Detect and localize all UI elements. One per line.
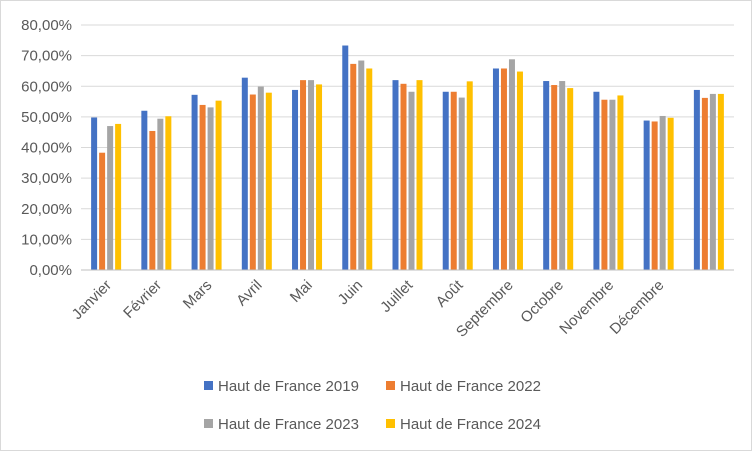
bar [701, 97, 708, 270]
bar [99, 152, 106, 270]
bar [667, 117, 674, 270]
legend-swatch [386, 381, 395, 390]
x-tick-label: Juin [335, 277, 366, 308]
bar [717, 93, 724, 270]
bar [199, 104, 206, 271]
bar [342, 45, 349, 270]
y-tick-label: 70,00% [21, 48, 72, 65]
y-axis-tick-labels: 0,00% 10,00% 20,00% 30,00% 40,00% 50,00% 60,00… [21, 17, 72, 279]
bar [601, 99, 608, 270]
bar [308, 80, 315, 271]
bar [659, 115, 666, 271]
bar [392, 80, 399, 271]
bar [115, 123, 122, 270]
bar [516, 71, 523, 270]
y-tick-label: 50,00% [21, 109, 72, 126]
legend-swatch [386, 419, 395, 428]
bar [609, 99, 616, 270]
bar [508, 59, 515, 270]
bar [316, 84, 323, 270]
bar [500, 68, 507, 271]
bar [408, 91, 415, 270]
bar [358, 60, 365, 270]
bar [693, 89, 700, 271]
x-tick-label: Mai [287, 277, 316, 306]
bar [91, 117, 98, 271]
bar [157, 118, 164, 271]
x-tick-label: Mars [180, 277, 216, 313]
gridlines [81, 24, 734, 240]
y-tick-label: 10,00% [21, 231, 72, 248]
bar [567, 88, 574, 270]
legend-label: Haut de France 2019 [218, 378, 359, 395]
bar [257, 86, 264, 270]
bar [416, 80, 423, 271]
legend-label: Haut de France 2024 [400, 416, 541, 433]
bar [241, 77, 248, 271]
bar [292, 89, 299, 271]
x-tick-label: Août [433, 276, 467, 310]
bar [265, 92, 272, 271]
y-tick-label: 30,00% [21, 170, 72, 187]
bar [593, 91, 600, 270]
bar [709, 93, 716, 270]
bar [442, 91, 449, 270]
bar [191, 94, 198, 270]
bar [492, 68, 499, 271]
bar [651, 121, 658, 270]
bar [551, 85, 558, 270]
bar [617, 95, 624, 270]
legend-swatch [204, 419, 213, 428]
bar [350, 63, 357, 270]
legend-label: Haut de France 2023 [218, 416, 359, 433]
bar [165, 116, 172, 270]
bar [215, 100, 222, 270]
legend-label: Haut de France 2022 [400, 378, 541, 395]
bar [559, 81, 566, 270]
x-tick-label: Avril [233, 277, 265, 309]
x-tick-label: Février [120, 277, 165, 322]
y-tick-label: 60,00% [21, 78, 72, 95]
bar [458, 97, 465, 270]
bars [91, 45, 724, 271]
bar [249, 94, 256, 271]
y-tick-label: 0,00% [29, 262, 72, 279]
bar [300, 80, 307, 271]
bar [141, 110, 148, 270]
bar [466, 81, 473, 270]
x-tick-label: Octobre [517, 277, 567, 327]
x-tick-label: Juillet [377, 276, 417, 316]
x-tick-label: Décembre [607, 277, 668, 338]
y-tick-label: 20,00% [21, 201, 72, 218]
bar [543, 81, 550, 270]
bar [149, 130, 156, 270]
x-axis-tick-labels: Janvier Février Mars Avril Mai Juin Juillet Aoû… [69, 276, 668, 340]
bar [643, 120, 650, 270]
legend: Haut de France 2019 Haut de France 2022 Ha… [204, 378, 541, 433]
bar [400, 83, 407, 270]
bar [207, 107, 214, 270]
legend-swatch [204, 381, 213, 390]
bar [366, 68, 373, 271]
bar [450, 91, 457, 270]
y-tick-label: 40,00% [21, 140, 72, 157]
bar [107, 126, 114, 270]
x-tick-label: Janvier [69, 277, 115, 323]
y-tick-label: 80,00% [21, 17, 72, 34]
